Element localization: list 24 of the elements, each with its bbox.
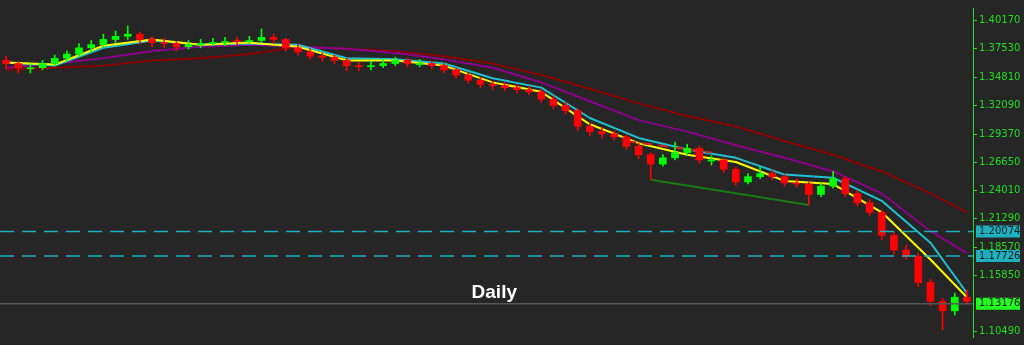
candlestick (233, 37, 241, 45)
candlestick (221, 37, 229, 47)
ref-line-label: 1.20074 (979, 225, 1021, 237)
annotation: Daily (471, 280, 518, 302)
candlestick (318, 52, 327, 62)
candlestick (160, 38, 169, 49)
y-tick-label: 1.40170 (979, 14, 1021, 26)
ref-line-label: 1.17726 (979, 249, 1021, 261)
y-tick-label: 1.10490 (979, 325, 1021, 337)
y-tick-label: 1.24010 (979, 183, 1021, 195)
candlestick (196, 39, 205, 49)
candlestick (367, 61, 375, 71)
y-tick-label: 1.32090 (979, 99, 1021, 111)
y-tick-label: 1.21290 (979, 212, 1021, 224)
y-tick-label: 1.37530 (979, 42, 1021, 54)
y-tick-label: 1.15850 (979, 269, 1021, 281)
ref-line-label: 1.13176 (979, 297, 1021, 309)
candlestick (209, 38, 217, 47)
y-tick-label: 1.26650 (979, 156, 1021, 168)
y-tick-label: 1.34810 (979, 70, 1021, 82)
candlestick (123, 25, 132, 40)
candlestick (354, 62, 363, 72)
y-tick-label: 1.18570 (979, 240, 1021, 252)
y-tick-label: 1.29370 (979, 127, 1021, 139)
